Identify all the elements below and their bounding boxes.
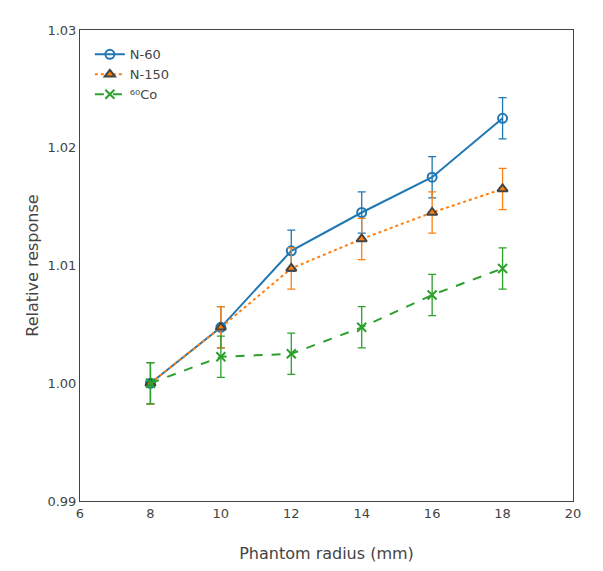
svg-text:Phantom radius (mm): Phantom radius (mm) bbox=[239, 544, 414, 563]
svg-text:0.99: 0.99 bbox=[47, 494, 76, 509]
svg-text:1.02: 1.02 bbox=[47, 140, 76, 155]
svg-text:N-60: N-60 bbox=[130, 47, 161, 62]
svg-text:14: 14 bbox=[353, 506, 370, 521]
svg-text:⁶⁰Co: ⁶⁰Co bbox=[130, 87, 158, 102]
svg-text:10: 10 bbox=[213, 506, 230, 521]
svg-text:6: 6 bbox=[76, 506, 84, 521]
svg-text:12: 12 bbox=[283, 506, 300, 521]
svg-text:16: 16 bbox=[424, 506, 441, 521]
svg-text:N-150: N-150 bbox=[130, 67, 169, 82]
svg-text:1.01: 1.01 bbox=[47, 258, 76, 273]
svg-text:18: 18 bbox=[494, 506, 511, 521]
svg-text:Relative response: Relative response bbox=[23, 194, 42, 336]
svg-text:1.03: 1.03 bbox=[47, 23, 76, 38]
svg-text:20: 20 bbox=[565, 506, 582, 521]
svg-text:8: 8 bbox=[146, 506, 154, 521]
svg-text:1.00: 1.00 bbox=[47, 376, 76, 391]
